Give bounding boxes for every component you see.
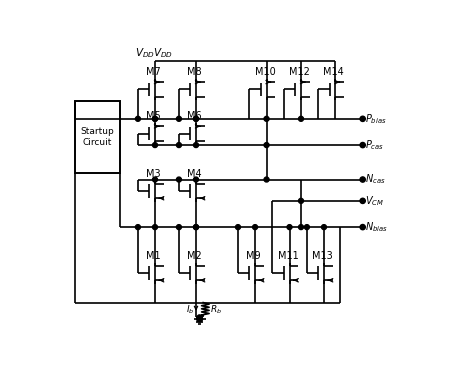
Text: $V_{DD}$: $V_{DD}$ [154,46,173,60]
Text: $I_b$: $I_b$ [186,304,194,316]
Circle shape [136,116,140,121]
Circle shape [264,142,269,147]
Text: M11: M11 [277,251,298,261]
Circle shape [360,177,365,182]
Circle shape [253,225,257,230]
Text: M13: M13 [312,251,333,261]
Circle shape [176,142,182,147]
Text: M7: M7 [146,67,161,77]
Circle shape [153,116,157,121]
Text: M10: M10 [255,67,275,77]
Circle shape [153,142,157,147]
Circle shape [287,225,292,230]
Circle shape [321,225,327,230]
Circle shape [193,116,199,121]
Circle shape [176,225,182,230]
Circle shape [264,177,269,182]
Text: M5: M5 [146,111,161,121]
Circle shape [193,177,199,182]
Circle shape [299,198,303,203]
Text: $V_{CM}$: $V_{CM}$ [365,194,384,208]
Text: M3: M3 [146,168,161,178]
Text: $P_{bias}$: $P_{bias}$ [365,112,387,126]
Text: M14: M14 [323,67,344,77]
Text: $R_b$: $R_b$ [210,304,222,316]
Circle shape [304,225,310,230]
Text: M8: M8 [187,67,201,77]
Circle shape [264,116,269,121]
Text: M9: M9 [246,251,261,261]
Circle shape [197,315,202,320]
Circle shape [176,177,182,182]
Circle shape [193,142,199,147]
Circle shape [360,116,365,122]
Circle shape [299,116,303,121]
Circle shape [193,225,199,230]
Circle shape [360,142,365,148]
Text: M12: M12 [289,67,310,77]
Circle shape [193,116,199,121]
Text: M6: M6 [187,111,201,121]
Circle shape [153,225,157,230]
Text: $N_{bias}$: $N_{bias}$ [365,220,388,234]
Circle shape [236,225,240,230]
Circle shape [136,225,140,230]
Circle shape [360,198,365,204]
Circle shape [360,225,365,230]
Text: M2: M2 [187,251,202,261]
Text: $P_{cas}$: $P_{cas}$ [365,138,384,152]
Text: Startup
Circuit: Startup Circuit [81,127,114,147]
Text: $V_{DD}$: $V_{DD}$ [135,46,155,60]
Circle shape [153,116,157,121]
Circle shape [197,316,202,322]
Circle shape [193,225,199,230]
Text: M4: M4 [187,168,201,178]
Text: M1: M1 [146,251,161,261]
Bar [74,101,120,173]
Circle shape [153,177,157,182]
Circle shape [176,116,182,121]
Text: $N_{cas}$: $N_{cas}$ [365,172,386,186]
Circle shape [299,225,303,230]
